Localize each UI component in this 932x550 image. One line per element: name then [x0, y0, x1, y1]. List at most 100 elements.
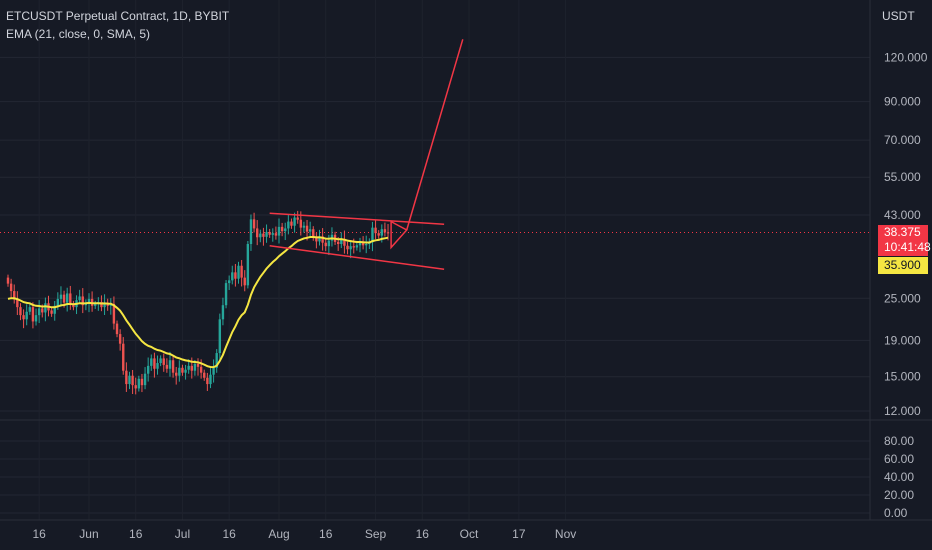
pane-dividers [0, 0, 932, 521]
candle-body [78, 296, 81, 301]
candle-body [237, 265, 240, 279]
price-tick-label: 25.000 [884, 291, 921, 305]
price-tick-label: 90.000 [884, 95, 921, 109]
candle-body [349, 246, 352, 250]
candle-body [352, 246, 355, 248]
candle-body [181, 367, 184, 373]
candle-body [16, 299, 19, 308]
candle-body [277, 226, 281, 236]
candle-body [271, 233, 274, 235]
candle-body [340, 238, 343, 245]
candle-body [221, 305, 225, 320]
candle-body [268, 231, 271, 235]
candle-body [315, 237, 318, 242]
price-tick-label: 120.000 [884, 50, 928, 64]
last-price-value: 38.375 [884, 225, 921, 239]
drawings [269, 39, 464, 271]
candle-body [69, 293, 72, 304]
candle-body [118, 334, 122, 344]
candle-body [109, 303, 112, 306]
candle-body [87, 298, 91, 304]
candle-body [128, 375, 131, 385]
time-axis[interactable]: 16 Jun 16 Jul 16 Aug 16 Sep 16 Oct 17 Nov [32, 527, 576, 541]
candle-body [302, 225, 306, 228]
candle-body [50, 310, 53, 314]
price-tick-label: 43.000 [884, 208, 921, 222]
candle-body [318, 236, 321, 242]
candle-body [280, 226, 284, 232]
candle-body [377, 233, 380, 236]
candle-body [227, 280, 231, 284]
channel-upper-line [269, 212, 445, 225]
time-tick-label: 16 [32, 527, 46, 541]
candle-body [305, 225, 309, 232]
candle-body [125, 370, 128, 385]
candle-body [112, 303, 116, 324]
candle-body [34, 315, 38, 322]
price-axis[interactable]: 120.000 90.000 70.000 55.000 43.000 25.000 19.… [884, 50, 928, 418]
candle-body [94, 303, 97, 306]
candle-body [175, 372, 178, 376]
candle-body [159, 358, 162, 364]
candle-body [358, 242, 362, 246]
candle-body [215, 353, 218, 368]
candle-body [256, 228, 259, 238]
candle-body [143, 373, 147, 386]
time-tick-label: 17 [512, 527, 526, 541]
candle-body [103, 302, 106, 308]
candle-body [184, 369, 187, 373]
candle-body [383, 229, 387, 233]
price-tick-label: 55.000 [884, 170, 921, 184]
ema-line [7, 236, 389, 369]
candle-body [178, 367, 181, 376]
candle-body [355, 245, 359, 248]
candle-body [115, 323, 119, 335]
candle-body [53, 305, 56, 314]
candle-body [343, 238, 346, 246]
candle-body [209, 374, 212, 385]
candle-body [22, 315, 25, 320]
last-price-badge: 38.375 10:41:48 [878, 225, 931, 256]
candle-body [156, 363, 159, 369]
currency-label: USDT [882, 9, 915, 23]
candle-body [293, 217, 296, 226]
candle-body [252, 219, 256, 229]
candle-body [312, 229, 315, 238]
candle-body [234, 272, 237, 279]
candle-body [386, 232, 390, 234]
candle-body [72, 303, 75, 308]
triangle-drawing [390, 220, 408, 250]
candle-body [199, 366, 203, 373]
candle-body [274, 233, 278, 236]
candle-body [365, 244, 368, 246]
candle-body [13, 291, 16, 300]
sub-tick-label: 0.00 [884, 506, 908, 520]
candle-body [336, 241, 340, 245]
candle-body [284, 228, 287, 232]
candle-body [346, 245, 349, 250]
price-tick-label: 19.000 [884, 333, 921, 347]
ema-value: 35.900 [884, 258, 921, 272]
candle-body [374, 227, 377, 234]
candle-body [153, 358, 156, 369]
countdown-value: 10:41:48 [884, 240, 931, 254]
candle-body [246, 244, 250, 286]
channel-lower-line [269, 244, 445, 271]
price-tick-label: 15.000 [884, 370, 921, 384]
candle-body [308, 229, 312, 232]
candle-body [19, 307, 22, 316]
time-tick-label: 16 [416, 527, 430, 541]
candle-body [25, 311, 28, 320]
candle-body [100, 302, 103, 308]
time-tick-label: Oct [460, 527, 479, 541]
candle-body [361, 242, 365, 246]
time-tick-label: Sep [365, 527, 387, 541]
candle-body [150, 358, 153, 366]
projection-line [406, 39, 464, 231]
candle-body [321, 236, 324, 243]
sub-axis[interactable]: 80.00 60.00 40.00 20.00 0.00 [884, 434, 914, 520]
candle-body [371, 227, 374, 243]
candle-body [224, 283, 228, 306]
